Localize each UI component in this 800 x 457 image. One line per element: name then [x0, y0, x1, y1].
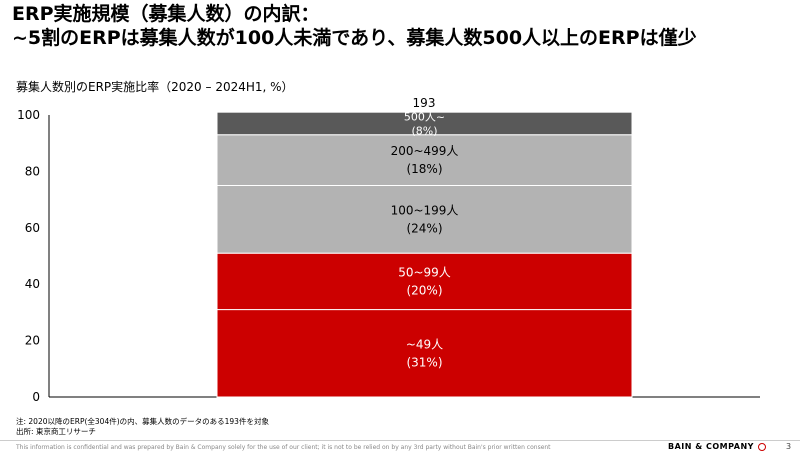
- footer-divider: [0, 440, 800, 441]
- bar-segment: [216, 134, 633, 187]
- segment-name-label: 50~99人: [398, 265, 451, 279]
- page-number: 3: [786, 442, 792, 451]
- segment-name-label: 500人~: [404, 110, 445, 123]
- y-tick-group: 0 20 40 60 80 100: [17, 108, 40, 404]
- chart-notes: 注: 2020以降のERP(全304件)の内、募集人数のデータのある193件を対…: [16, 417, 269, 437]
- source-text: 出所: 東京商工リサーチ: [16, 427, 96, 436]
- page-title: ERP実施規模（募集人数）の内訳： ~5割のERPは募集人数が100人未満であり…: [12, 2, 792, 50]
- stacked-bar-chart: 0 20 40 60 80 100 ~49人 (31%) 50~99人 (20%) 100~199…: [17, 96, 760, 404]
- bar-group: ~49人 (31%) 50~99人 (20%) 100~199人 (24%) 200~499…: [216, 110, 633, 398]
- brand-logo: BAIN & COMPANY: [668, 442, 766, 451]
- segment-percent-label: (8%): [411, 124, 437, 137]
- bar-total-label: 193: [413, 96, 436, 110]
- segment-percent-label: (31%): [406, 355, 442, 369]
- y-tick-label: 20: [25, 334, 40, 348]
- bar-segment: [216, 309, 633, 398]
- y-tick-label: 100: [17, 108, 40, 122]
- segment-name-label: 200~499人: [391, 144, 459, 158]
- bar-segment: [216, 111, 633, 136]
- bar-segment: [216, 185, 633, 254]
- bain-circle-icon: [757, 442, 766, 451]
- brand-name: BAIN & COMPANY: [668, 442, 754, 451]
- segment-percent-label: (20%): [406, 283, 442, 297]
- segment-percent-label: (18%): [406, 162, 442, 176]
- footer-disclaimer: This information is confidential and was…: [16, 444, 551, 451]
- segment-percent-label: (24%): [406, 221, 442, 235]
- bar-segment: [216, 252, 633, 311]
- y-tick-label: 40: [25, 277, 40, 291]
- segment-name-label: 100~199人: [391, 203, 459, 217]
- chart-title: 募集人数別のERP実施比率（2020 – 2024H1, %）: [16, 80, 294, 94]
- segment-name-label: ~49人: [406, 337, 443, 351]
- y-tick-label: 80: [25, 164, 40, 178]
- title-line-2: ~5割のERPは募集人数が100人未満であり、募集人数500人以上のERPは僅少: [12, 27, 697, 49]
- y-tick-label: 0: [32, 390, 40, 404]
- note-text: 注: 2020以降のERP(全304件)の内、募集人数のデータのある193件を対…: [16, 417, 269, 426]
- title-line-1: ERP実施規模（募集人数）の内訳：: [12, 3, 320, 25]
- y-tick-label: 60: [25, 221, 40, 235]
